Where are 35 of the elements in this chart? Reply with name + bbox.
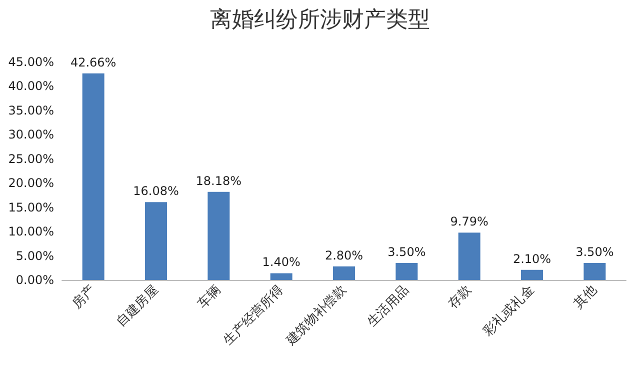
data-label: 3.50% [388,245,426,260]
bar [521,270,543,280]
y-tick-label: 25.00% [8,152,54,166]
chart-title: 离婚纠纷所涉财产类型 [210,8,430,32]
y-tick-label: 20.00% [8,176,54,190]
data-label: 3.50% [576,245,614,260]
y-tick-label: 10.00% [8,224,54,239]
x-tick-label: 生活用品 [364,282,412,330]
y-tick-label: 45.00% [8,55,54,69]
bar [208,192,230,280]
data-label: 9.79% [450,214,488,229]
bar [145,202,167,280]
y-tick-label: 5.00% [16,248,54,263]
bar [82,73,104,280]
x-tick-label: 彩礼或礼金 [480,282,538,340]
bar [458,232,480,280]
bar [333,266,355,280]
x-tick-label: 其他 [570,282,600,312]
data-label: 2.80% [324,248,364,262]
y-tick-label: 15.00% [8,200,54,214]
y-tick-label: 30.00% [8,128,54,142]
data-label: 1.40% [262,255,300,270]
x-tick-label: 房产 [68,282,99,312]
data-label: 42.66% [70,55,116,70]
y-tick-label: 35.00% [8,103,54,118]
x-tick-label: 自建房屋 [113,282,162,330]
x-tick-label: 存款 [446,282,475,312]
bar [270,273,292,280]
y-tick-label: 40.00% [8,79,54,94]
bar [584,263,606,280]
y-tick-label: 0.00% [16,273,54,287]
data-label: 18.18% [196,174,242,188]
bar [396,263,418,280]
data-label: 2.10% [512,252,552,266]
data-label: 16.08% [133,184,179,198]
